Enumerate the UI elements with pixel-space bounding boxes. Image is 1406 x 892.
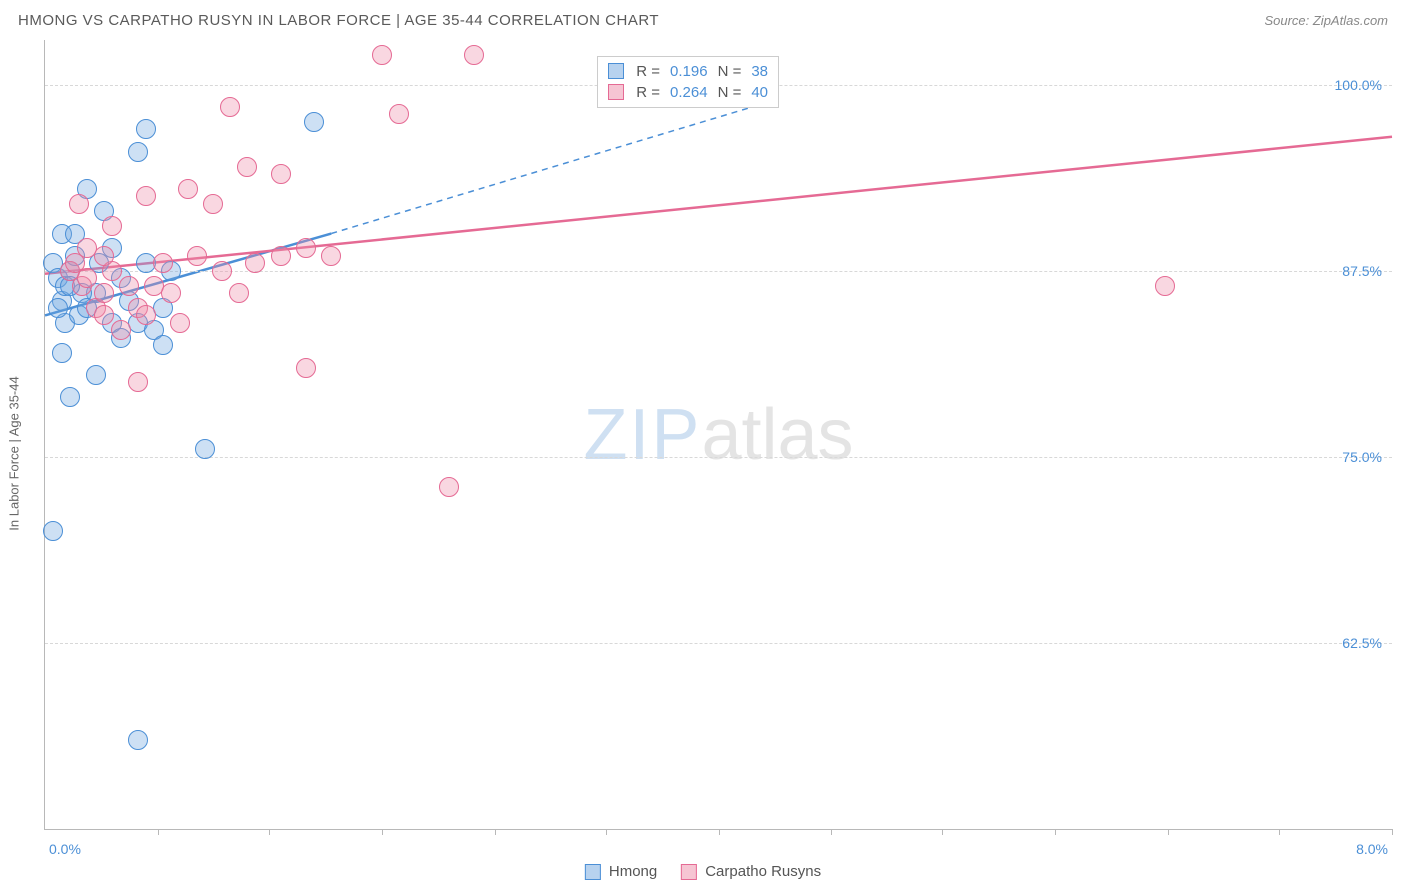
- data-point: [77, 268, 97, 288]
- data-point: [178, 179, 198, 199]
- data-point: [237, 157, 257, 177]
- data-point: [119, 276, 139, 296]
- watermark-zip: ZIP: [583, 395, 701, 475]
- legend: Hmong Carpatho Rusyns: [585, 863, 821, 880]
- stats-r-label: R =: [636, 63, 660, 80]
- data-point: [1155, 276, 1175, 296]
- grid-line: [45, 643, 1392, 644]
- data-point: [153, 335, 173, 355]
- watermark: ZIPatlas: [583, 394, 853, 476]
- data-point: [372, 45, 392, 65]
- data-point: [245, 253, 265, 273]
- y-tick-label: 87.5%: [1342, 263, 1382, 279]
- legend-swatch-blue: [585, 864, 601, 880]
- legend-label-carpatho: Carpatho Rusyns: [705, 863, 821, 880]
- x-tick: [606, 829, 607, 835]
- stats-n-label: N =: [718, 84, 742, 101]
- data-point: [60, 387, 80, 407]
- data-point: [69, 194, 89, 214]
- y-tick-label: 62.5%: [1342, 635, 1382, 651]
- data-point: [94, 283, 114, 303]
- data-point: [128, 730, 148, 750]
- data-point: [464, 45, 484, 65]
- stats-n-value: 40: [751, 84, 768, 101]
- stats-r-label: R =: [636, 84, 660, 101]
- x-tick: [1055, 829, 1056, 835]
- stats-n-value: 38: [751, 63, 768, 80]
- data-point: [170, 313, 190, 333]
- data-point: [128, 372, 148, 392]
- data-point: [94, 246, 114, 266]
- data-point: [195, 439, 215, 459]
- stats-box: R = 0.196 N = 38 R = 0.264 N = 40: [597, 56, 779, 108]
- chart-container: HMONG VS CARPATHO RUSYN IN LABOR FORCE |…: [0, 0, 1406, 892]
- data-point: [439, 477, 459, 497]
- data-point: [271, 246, 291, 266]
- data-point: [389, 104, 409, 124]
- legend-item-carpatho: Carpatho Rusyns: [681, 863, 821, 880]
- stats-n-label: N =: [718, 63, 742, 80]
- data-point: [94, 305, 114, 325]
- x-max-label: 8.0%: [1356, 841, 1388, 857]
- stats-swatch: [608, 84, 624, 100]
- legend-label-hmong: Hmong: [609, 863, 657, 880]
- x-tick: [831, 829, 832, 835]
- y-tick-label: 100.0%: [1335, 77, 1382, 93]
- data-point: [271, 164, 291, 184]
- y-tick-label: 75.0%: [1342, 449, 1382, 465]
- data-point: [102, 216, 122, 236]
- data-point: [86, 365, 106, 385]
- data-point: [136, 119, 156, 139]
- stats-r-value: 0.196: [670, 63, 708, 80]
- data-point: [144, 276, 164, 296]
- x-min-label: 0.0%: [49, 841, 81, 857]
- data-point: [136, 305, 156, 325]
- data-point: [321, 246, 341, 266]
- regression-line: [331, 107, 752, 234]
- stats-swatch: [608, 63, 624, 79]
- x-tick: [1279, 829, 1280, 835]
- x-tick: [158, 829, 159, 835]
- data-point: [128, 142, 148, 162]
- data-point: [296, 358, 316, 378]
- x-tick: [1168, 829, 1169, 835]
- legend-item-hmong: Hmong: [585, 863, 657, 880]
- data-point: [111, 320, 131, 340]
- data-point: [43, 521, 63, 541]
- x-tick: [942, 829, 943, 835]
- data-point: [220, 97, 240, 117]
- x-tick: [382, 829, 383, 835]
- x-tick: [719, 829, 720, 835]
- data-point: [212, 261, 232, 281]
- data-point: [229, 283, 249, 303]
- data-point: [153, 253, 173, 273]
- chart-header: HMONG VS CARPATHO RUSYN IN LABOR FORCE |…: [0, 0, 1406, 40]
- x-tick: [269, 829, 270, 835]
- data-point: [304, 112, 324, 132]
- data-point: [187, 246, 207, 266]
- legend-swatch-pink: [681, 864, 697, 880]
- chart-source: Source: ZipAtlas.com: [1264, 13, 1388, 28]
- watermark-atlas: atlas: [701, 395, 853, 475]
- y-axis-label: In Labor Force | Age 35-44: [7, 376, 22, 530]
- data-point: [296, 238, 316, 258]
- data-point: [48, 298, 68, 318]
- chart-title: HMONG VS CARPATHO RUSYN IN LABOR FORCE |…: [18, 12, 659, 29]
- x-tick: [1392, 829, 1393, 835]
- data-point: [136, 186, 156, 206]
- grid-line: [45, 271, 1392, 272]
- stats-r-value: 0.264: [670, 84, 708, 101]
- plot-area: ZIPatlas 0.0% 8.0% 62.5%75.0%87.5%100.0%…: [44, 40, 1392, 830]
- data-point: [52, 343, 72, 363]
- data-point: [203, 194, 223, 214]
- x-tick: [495, 829, 496, 835]
- grid-line: [45, 457, 1392, 458]
